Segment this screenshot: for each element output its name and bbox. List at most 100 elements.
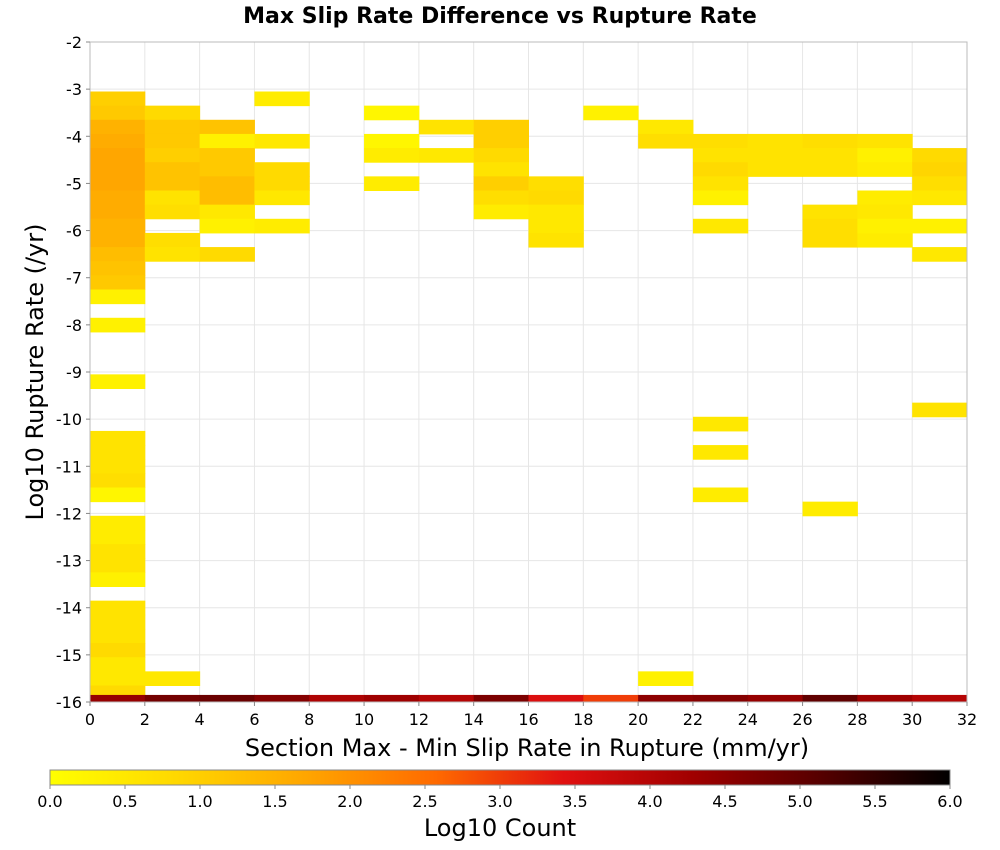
- heatmap-cell: [90, 232, 146, 248]
- y-tick-label: -5: [66, 174, 82, 193]
- heatmap-cell: [857, 232, 913, 248]
- heatmap-cell: [144, 105, 201, 121]
- colorbar-gradient: [49, 769, 951, 786]
- heatmap-cell: [144, 119, 201, 135]
- y-axis-ticks: -2 -3 -4 -5 -6 -7 -8 -9 -10 -11 -12 -13 -14 -15 -16: [56, 33, 90, 712]
- heatmap-cell: [90, 473, 146, 488]
- heatmap-cell: [144, 247, 201, 262]
- heatmap-cell: [473, 694, 529, 703]
- x-tick-label: 32: [957, 710, 977, 729]
- heatmap-cell: [254, 91, 310, 107]
- x-tick-label: 4: [195, 710, 205, 729]
- y-tick-label: -16: [56, 693, 82, 712]
- heatmap-cell: [90, 558, 146, 573]
- x-tick-label: 2: [140, 710, 150, 729]
- heatmap-cell: [90, 600, 146, 616]
- heatmap-cell: [528, 218, 584, 234]
- heatmap-cell: [638, 671, 694, 686]
- heatmap-cell: [144, 190, 201, 206]
- colorbar-tick-label: 3.0: [487, 792, 512, 811]
- heatmap-cell: [364, 148, 420, 163]
- colorbar-tick-label: 3.5: [562, 792, 587, 811]
- y-tick-label: -12: [56, 504, 82, 523]
- y-axis-title: Log10 Rupture Rate (/yr): [21, 224, 49, 521]
- heatmap-cell: [857, 190, 913, 206]
- heatmap-cell: [747, 133, 804, 149]
- heatmap-cell: [90, 148, 146, 163]
- heatmap-cell: [747, 162, 804, 177]
- heatmap-cell: [199, 204, 255, 220]
- heatmap-cell: [692, 133, 749, 149]
- heatmap-cell: [364, 694, 420, 703]
- heatmap-cell: [912, 218, 968, 234]
- y-tick-label: -4: [66, 127, 82, 146]
- heatmap-cell: [528, 204, 584, 220]
- y-tick-label: -6: [66, 222, 82, 241]
- colorbar-title: Log10 Count: [424, 814, 576, 842]
- x-tick-label: 22: [683, 710, 703, 729]
- heatmap-cell: [90, 430, 146, 446]
- heatmap-cell: [90, 119, 146, 135]
- heatmap-cell: [309, 694, 365, 703]
- heatmap-cell: [364, 176, 420, 191]
- x-tick-label: 20: [628, 710, 648, 729]
- heatmap-cell: [692, 148, 749, 163]
- heatmap-cell: [199, 148, 255, 163]
- heatmap-cell: [90, 289, 146, 305]
- heatmap-cell: [473, 190, 529, 206]
- heatmap-cell: [473, 162, 529, 177]
- heatmap-cell: [90, 261, 146, 276]
- heatmap-cell: [912, 176, 968, 191]
- heatmap-cell: [857, 694, 913, 703]
- heatmap-cell: [199, 218, 255, 234]
- plot-area: [89, 41, 968, 703]
- heatmap-cell: [583, 694, 639, 703]
- heatmap-cell: [144, 204, 201, 220]
- heatmap-cell: [90, 657, 146, 672]
- heatmap-cell: [199, 162, 255, 177]
- heatmap-cell: [144, 148, 201, 163]
- heatmap-cell: [199, 133, 255, 149]
- heatmap-cell: [90, 572, 146, 587]
- heatmap-cell: [90, 176, 146, 191]
- heatmap-cell: [912, 402, 968, 418]
- heatmap-cell: [692, 190, 749, 206]
- heatmap-cell: [528, 232, 584, 248]
- x-axis-ticks: 0 2 4 6 8 10 12 14 16 18 20 22 24 26 28 30 32: [85, 702, 977, 729]
- heatmap-cell: [912, 162, 968, 177]
- heatmap-cell: [90, 91, 146, 107]
- y-tick-label: -7: [66, 269, 82, 288]
- heatmap-cell: [254, 218, 310, 234]
- heatmap-cell: [912, 190, 968, 206]
- heatmap-cell: [802, 162, 858, 177]
- heatmap-cell: [90, 374, 146, 389]
- heatmap-cell: [254, 133, 310, 149]
- heatmap-cell: [199, 119, 255, 135]
- heatmap-cell: [528, 694, 584, 703]
- heatmap-cell: [802, 148, 858, 163]
- colorbar-tick-label: 2.0: [337, 792, 362, 811]
- y-tick-label: -13: [56, 552, 82, 571]
- y-tick-label: -3: [66, 80, 82, 99]
- heatmap-cell: [90, 317, 146, 333]
- heatmap-cell: [90, 204, 146, 220]
- colorbar-tick-label: 5.5: [862, 792, 887, 811]
- heatmap-cell: [857, 204, 913, 220]
- heatmap-cell: [90, 133, 146, 149]
- heatmap-cell: [90, 275, 146, 290]
- colorbar-tick-label: 0.5: [112, 792, 137, 811]
- heatmap-cell: [473, 204, 529, 220]
- x-tick-label: 18: [573, 710, 593, 729]
- colorbar: 0.0 0.5 1.0 1.5 2.0 2.5 3.0 3.5 4.0 4.5 5.0 5.5 6.0: [37, 769, 963, 811]
- heatmap-cell: [144, 232, 201, 248]
- heatmap-cell: [912, 247, 968, 262]
- heatmap-cell: [90, 487, 146, 503]
- x-tick-label: 26: [792, 710, 812, 729]
- heatmap-cell: [583, 105, 639, 121]
- heatmap-cell: [199, 247, 255, 262]
- heatmap-cell: [144, 133, 201, 149]
- y-tick-label: -10: [56, 410, 82, 429]
- heatmap-cell: [199, 694, 255, 703]
- heatmap-cell: [364, 133, 420, 149]
- heatmap-cell: [802, 133, 858, 149]
